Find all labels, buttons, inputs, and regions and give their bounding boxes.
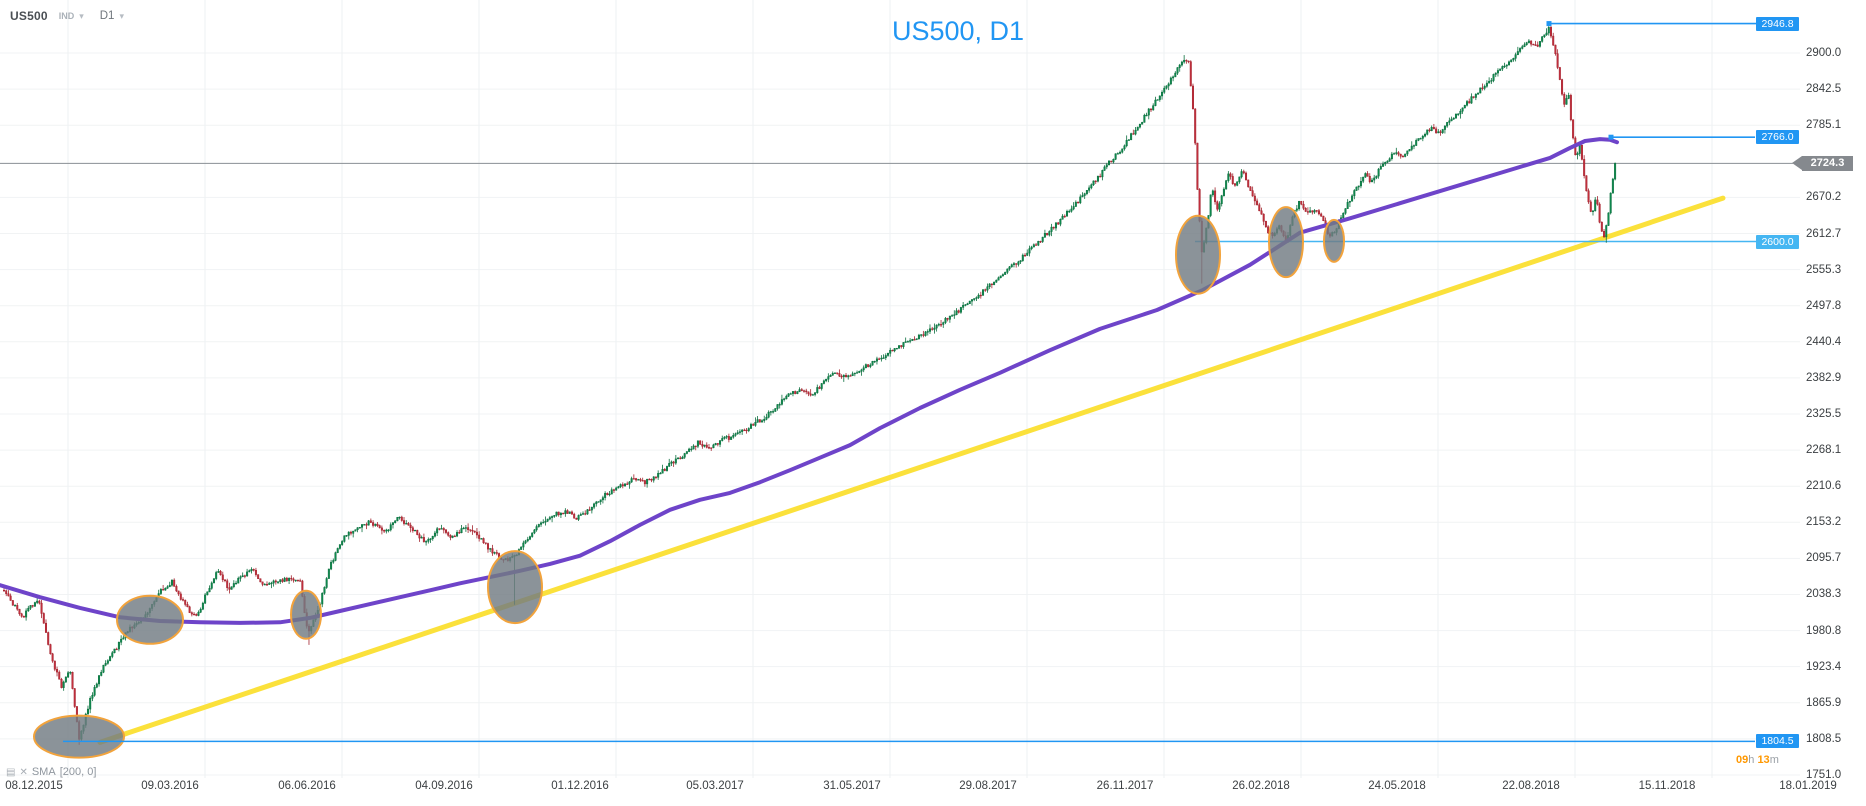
symbol-label: US500 [10, 9, 48, 23]
price-line-label[interactable]: 2766.0 [1756, 130, 1799, 145]
price-axis-tick: 2268.1 [1806, 444, 1842, 457]
highlight-ellipse[interactable] [1268, 206, 1304, 279]
price-axis-tick: 1751.0 [1806, 769, 1842, 781]
price-axis-tick: 2785.1 [1806, 119, 1842, 132]
price-axis-tick: 1923.4 [1806, 660, 1842, 673]
date-axis-tick: 24.05.2018 [1368, 780, 1426, 792]
price-axis-tick: 2670.2 [1806, 191, 1842, 204]
candle-countdown-timer: 09h 13m [1736, 754, 1779, 766]
price-axis-tick: 2153.2 [1806, 516, 1842, 529]
indicator-remove-icon[interactable]: ✕ [19, 766, 28, 778]
highlight-ellipse[interactable] [1175, 214, 1221, 295]
date-axis-tick: 31.05.2017 [823, 780, 881, 792]
highlight-ellipses [33, 206, 1345, 759]
price-axis-tick: 2900.0 [1806, 47, 1842, 59]
price-axis-tick: 2038.3 [1806, 588, 1842, 601]
date-axis-tick: 22.08.2018 [1502, 780, 1560, 792]
highlight-ellipse[interactable] [33, 714, 125, 759]
price-axis-tick: 2095.7 [1806, 552, 1842, 565]
indicator-name: SMA [31, 766, 56, 778]
date-axis-tick: 05.03.2017 [686, 780, 744, 792]
indicator-settings-icon[interactable]: ▤ [6, 766, 16, 778]
price-axis-tick: 1808.5 [1806, 732, 1842, 745]
indicator-legend: ▤ ✕ SMA [200, 0] [6, 766, 96, 778]
sma-200-line[interactable] [0, 137, 1619, 625]
date-axis-tick: 06.06.2016 [278, 780, 336, 792]
date-axis-tick: 08.12.2015 [5, 780, 63, 792]
price-axis-tick: 2497.8 [1806, 299, 1842, 312]
price-axis-tick: 2555.3 [1806, 263, 1842, 276]
price-line-label[interactable]: 1804.5 [1756, 734, 1799, 749]
highlight-ellipse[interactable] [1323, 218, 1345, 263]
highlight-ellipse[interactable] [290, 589, 322, 640]
chart-title: US500, D1 [891, 16, 1025, 46]
price-axis-tick: 1865.9 [1806, 696, 1842, 709]
line-anchor-marker[interactable] [1608, 134, 1614, 140]
current-price-badge: 2724.3 [1802, 155, 1853, 171]
price-axis-tick: 1980.8 [1806, 624, 1842, 637]
price-axis-tick: 2842.5 [1806, 83, 1842, 96]
current-price-arrow [1792, 155, 1802, 170]
date-axis-tick: 26.11.2017 [1096, 780, 1154, 792]
instrument-type-label: IND [58, 11, 75, 21]
date-axis-tick: 29.08.2017 [959, 780, 1017, 792]
date-axis-tick: 09.03.2016 [141, 780, 199, 792]
highlight-ellipse[interactable] [116, 594, 184, 645]
line-anchor-marker[interactable] [1546, 21, 1552, 27]
grid-lines [0, 0, 1800, 778]
highlight-ellipse[interactable] [487, 550, 543, 625]
date-axis-tick: 01.12.2016 [551, 780, 609, 792]
price-line-label[interactable]: 2946.8 [1756, 16, 1799, 31]
date-axis-tick: 26.02.2018 [1232, 780, 1290, 792]
price-axis-tick: 2325.5 [1806, 408, 1842, 420]
price-axis-tick: 2210.6 [1806, 480, 1842, 493]
date-axis-tick: 18.01.2019 [1779, 780, 1837, 792]
price-axis-tick: 2382.9 [1806, 371, 1842, 384]
timeframe-selector[interactable]: D1 [99, 10, 115, 22]
instrument-header: US500 IND ▾ D1 ▾ [10, 9, 124, 23]
price-axis-tick: 2440.4 [1806, 335, 1842, 348]
price-line-label[interactable]: 2600.0 [1756, 234, 1799, 249]
chevron-down-icon[interactable]: ▾ [119, 10, 124, 21]
date-axis-tick: 15.11.2018 [1638, 780, 1696, 792]
date-axis-tick: 04.09.2016 [415, 780, 473, 792]
price-axis-tick: 2612.7 [1806, 227, 1842, 240]
chevron-down-icon[interactable]: ▾ [79, 10, 84, 21]
indicator-params: [200, 0] [59, 766, 97, 778]
candlesticks[interactable] [3, 24, 1617, 745]
trendline[interactable] [97, 195, 1726, 745]
